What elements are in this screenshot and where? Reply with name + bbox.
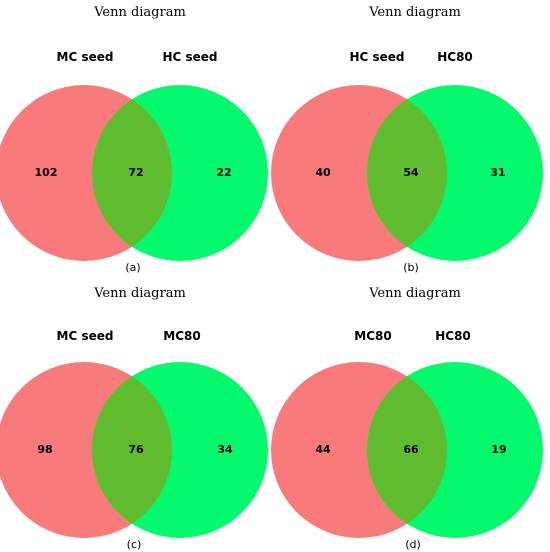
panel-label: (b) (403, 261, 419, 274)
venn-svg-c: Venn diagram MC seed MC80 98 76 34 (c) (0, 286, 268, 551)
right-only-count: 31 (490, 166, 505, 179)
overlap-region (92, 362, 172, 538)
panel-label: (d) (405, 538, 421, 551)
left-set-label: HC seed (349, 50, 404, 64)
right-set-label: MC80 (163, 329, 200, 343)
panel-label: (a) (125, 261, 140, 274)
venn-svg-a: Venn diagram MC seed HC seed 102 72 22 (… (0, 5, 268, 274)
left-only-count: 98 (37, 443, 52, 456)
venn-panel-a: Venn diagram MC seed HC seed 102 72 22 (… (0, 0, 275, 276)
venn-svg-b: Venn diagram HC seed HC80 40 54 31 (b) (271, 5, 543, 274)
right-set-label: HC80 (435, 329, 471, 343)
overlap-count: 72 (128, 166, 143, 179)
left-set-label: MC seed (57, 329, 114, 343)
overlap-region (367, 362, 447, 538)
right-set-label: HC seed (162, 50, 217, 64)
left-only-count: 40 (315, 166, 331, 179)
diagram-title: Venn diagram (368, 5, 461, 20)
left-set-label: MC seed (57, 50, 114, 64)
overlap-region (367, 85, 447, 261)
venn-panel-c: Venn diagram MC seed MC80 98 76 34 (c) (0, 276, 275, 552)
left-set-label: MC80 (354, 329, 391, 343)
venn-svg-d: Venn diagram MC80 HC80 44 66 19 (d) (271, 286, 543, 551)
diagram-title: Venn diagram (93, 286, 186, 301)
left-only-count: 44 (315, 443, 331, 456)
diagram-title: Venn diagram (368, 286, 461, 301)
right-only-count: 22 (216, 166, 231, 179)
right-set-label: HC80 (437, 50, 473, 64)
right-only-count: 19 (491, 443, 506, 456)
right-only-count: 34 (217, 443, 233, 456)
left-only-count: 102 (35, 166, 58, 179)
overlap-count: 76 (128, 443, 144, 456)
overlap-region (92, 85, 172, 261)
overlap-count: 54 (403, 166, 419, 179)
venn-panel-d: Venn diagram MC80 HC80 44 66 19 (d) (271, 276, 550, 552)
overlap-count: 66 (403, 443, 419, 456)
venn-panel-b: Venn diagram HC seed HC80 40 54 31 (b) (271, 0, 550, 276)
diagram-title: Venn diagram (93, 5, 186, 20)
panel-label: (c) (127, 538, 142, 551)
